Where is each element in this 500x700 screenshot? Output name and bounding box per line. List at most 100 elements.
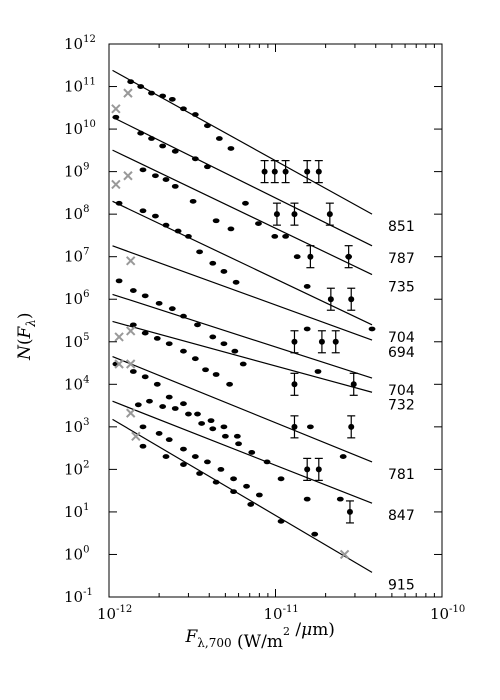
x-tick-label: 10-12 [97, 604, 132, 623]
data-point [235, 441, 242, 447]
x-tick-label: 10-11 [264, 604, 299, 623]
data-points [112, 79, 376, 537]
error-point [291, 423, 298, 430]
y-axis-label: N(Fλ) [15, 312, 38, 361]
data-point [180, 313, 187, 319]
data-point [159, 404, 167, 409]
fit-lines [112, 69, 373, 573]
data-point [141, 293, 149, 299]
data-point [148, 136, 155, 141]
fit-line-6 [112, 320, 373, 393]
error-point [350, 381, 357, 388]
data-point [230, 489, 237, 495]
data-point [232, 279, 240, 285]
error-point [307, 253, 314, 260]
data-point [336, 496, 344, 502]
data-point [115, 278, 123, 284]
error-point [348, 423, 355, 430]
data-point [207, 418, 215, 424]
data-point [255, 221, 262, 226]
y-tick-label: 104 [64, 374, 89, 393]
error-point [291, 338, 298, 345]
series-label: 851 [388, 219, 415, 235]
rejected-point [125, 408, 136, 418]
data-point [242, 200, 249, 206]
x-tick-label: 10-10 [430, 604, 465, 623]
data-point [239, 361, 247, 367]
data-point [368, 326, 376, 332]
data-point [127, 79, 135, 85]
data-point [180, 401, 187, 407]
fit-line-3 [112, 200, 373, 326]
error-point [291, 381, 298, 388]
data-point [191, 156, 199, 162]
data-point [148, 90, 155, 96]
series-label: 704 [388, 330, 415, 346]
y-tick-label: 101 [64, 502, 89, 521]
data-point [159, 93, 167, 99]
y-tick-label: 103 [64, 417, 89, 436]
error-point [271, 168, 278, 175]
data-point [194, 411, 201, 417]
y-tick-label: 10-1 [64, 587, 93, 606]
y-tick-label: 100 [64, 544, 89, 563]
series-label: 704 [388, 383, 415, 399]
rejected-point [114, 332, 124, 342]
error-point [327, 296, 334, 303]
rejected-point [123, 171, 133, 181]
error-bars [260, 160, 358, 524]
rejected-point [111, 104, 121, 114]
data-point [220, 424, 228, 430]
series-label: 787 [388, 251, 415, 267]
data-point [263, 459, 271, 465]
rejected-point [125, 256, 136, 266]
data-point [202, 367, 209, 373]
fit-line-1 [112, 116, 373, 247]
error-point [304, 466, 311, 473]
data-point [141, 374, 149, 380]
data-point [115, 200, 123, 206]
data-point [129, 288, 137, 293]
data-point [204, 164, 211, 170]
error-point [282, 168, 289, 175]
y-tick-label: 1011 [64, 77, 96, 96]
y-tick-label: 106 [64, 289, 89, 308]
error-point [304, 168, 311, 175]
data-point [162, 454, 170, 459]
error-point [346, 508, 353, 515]
fit-line-2 [112, 149, 373, 276]
data-point [215, 136, 223, 141]
data-point [137, 130, 145, 136]
data-point [194, 322, 201, 328]
data-point [198, 421, 206, 426]
data-point [303, 496, 311, 502]
data-point [220, 269, 228, 274]
data-point [168, 306, 176, 312]
data-point [139, 424, 147, 430]
data-point [134, 402, 142, 408]
series-label: 847 [388, 508, 415, 524]
data-point [282, 233, 290, 239]
error-point [348, 296, 355, 303]
data-point [155, 300, 163, 306]
data-point [171, 406, 179, 411]
data-point [165, 341, 173, 347]
data-point [180, 446, 187, 452]
data-point [171, 183, 179, 189]
data-point [146, 398, 153, 404]
y-tick-label: 102 [64, 459, 89, 478]
data-point [209, 334, 217, 340]
data-point [185, 233, 192, 239]
data-point [180, 462, 187, 467]
data-point [233, 433, 241, 439]
y-tick-label: 105 [64, 332, 89, 351]
data-point [153, 381, 161, 387]
data-point [247, 502, 255, 507]
rejected-points [111, 88, 350, 560]
data-point [139, 208, 147, 214]
data-point [185, 411, 192, 417]
data-point [221, 433, 229, 439]
error-point [261, 168, 268, 175]
series-label: 735 [388, 280, 415, 296]
